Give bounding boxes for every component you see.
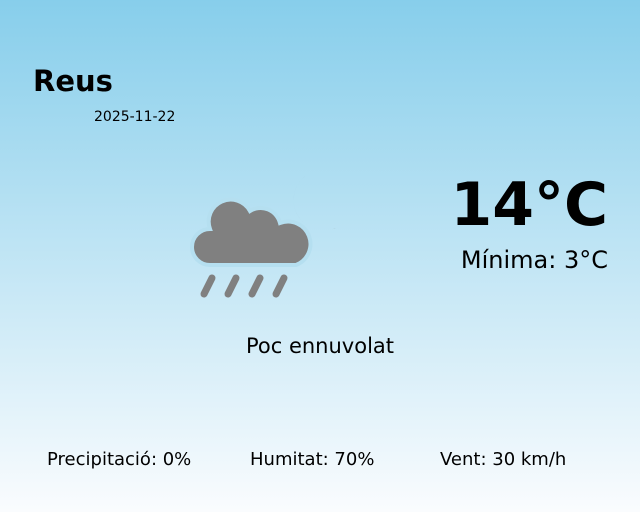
precipitation: Precipitació: 0% xyxy=(47,449,192,470)
wind: Vent: 30 km/h xyxy=(440,449,567,470)
humidity: Humitat: 70% xyxy=(250,449,375,470)
city-name: Reus xyxy=(33,64,113,98)
weather-description: Poc ennuvolat xyxy=(245,334,395,358)
date: 2025-11-22 xyxy=(94,109,176,125)
temperature: 14°C xyxy=(450,170,608,240)
cloud-rain-moon-icon xyxy=(190,173,338,298)
minimum-temperature: Mínima: 3°C xyxy=(460,246,608,274)
